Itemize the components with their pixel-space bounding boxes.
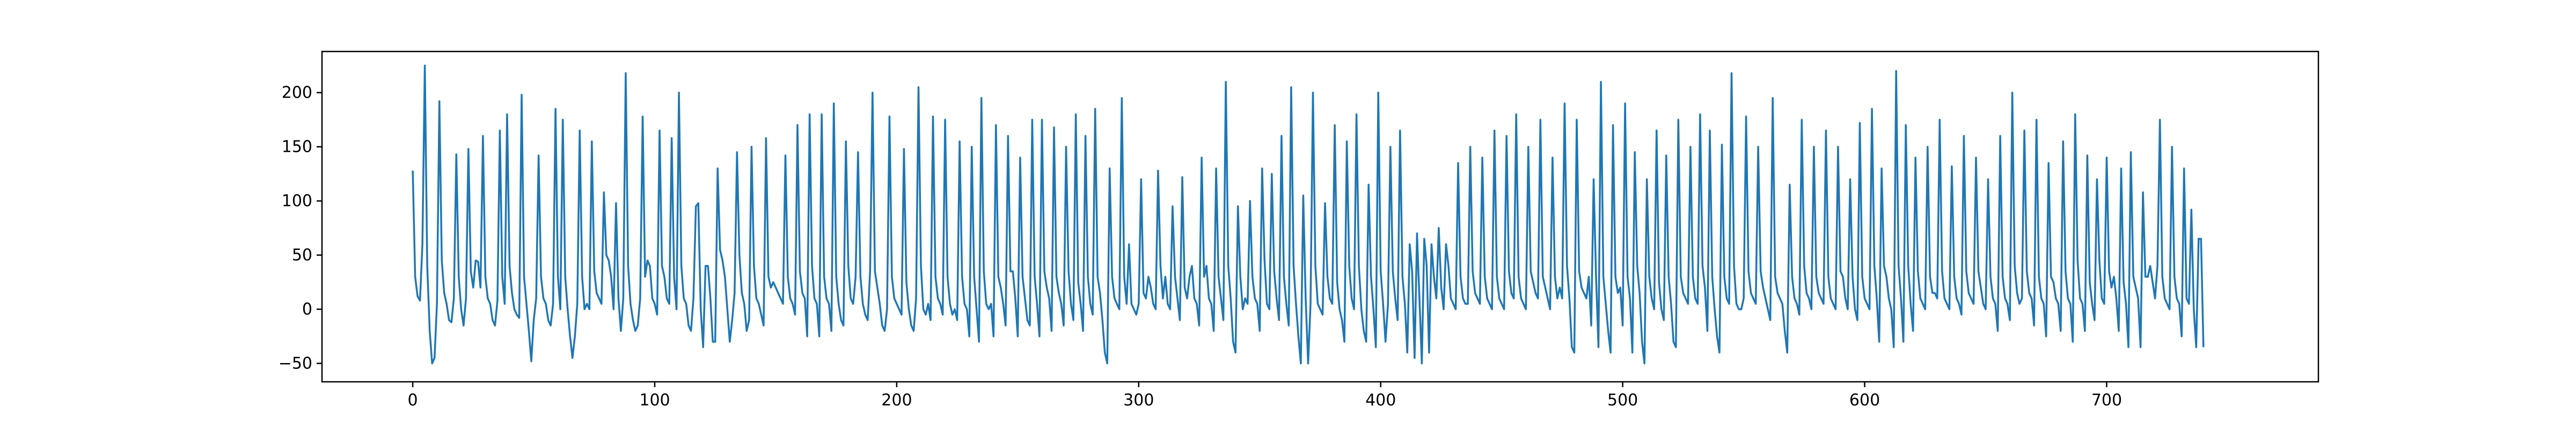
x-tick-label: 600 [1849, 391, 1880, 410]
y-tick-label: 100 [282, 192, 312, 211]
x-tick-label: 100 [639, 391, 670, 410]
y-tick-label: −50 [279, 354, 312, 373]
series-line-0 [412, 64, 2205, 365]
x-tick-label: 500 [1607, 391, 1638, 410]
y-tick-label: 200 [282, 84, 312, 102]
y-tick-label: 0 [302, 300, 312, 319]
axes-frame [321, 50, 2319, 383]
x-tick-label: 700 [2091, 391, 2122, 410]
x-tick-label: 0 [408, 391, 418, 410]
y-axis: −50 0 50 100 150 200 [279, 84, 322, 373]
x-tick-label: 400 [1365, 391, 1396, 410]
y-tick-label: 50 [292, 246, 312, 265]
x-tick-label: 300 [1123, 391, 1154, 410]
x-axis: 0 100 200 300 400 500 600 700 [408, 382, 2122, 410]
plot-area [412, 64, 2205, 365]
x-tick-label: 200 [881, 391, 912, 410]
y-tick-label: 150 [282, 138, 312, 157]
